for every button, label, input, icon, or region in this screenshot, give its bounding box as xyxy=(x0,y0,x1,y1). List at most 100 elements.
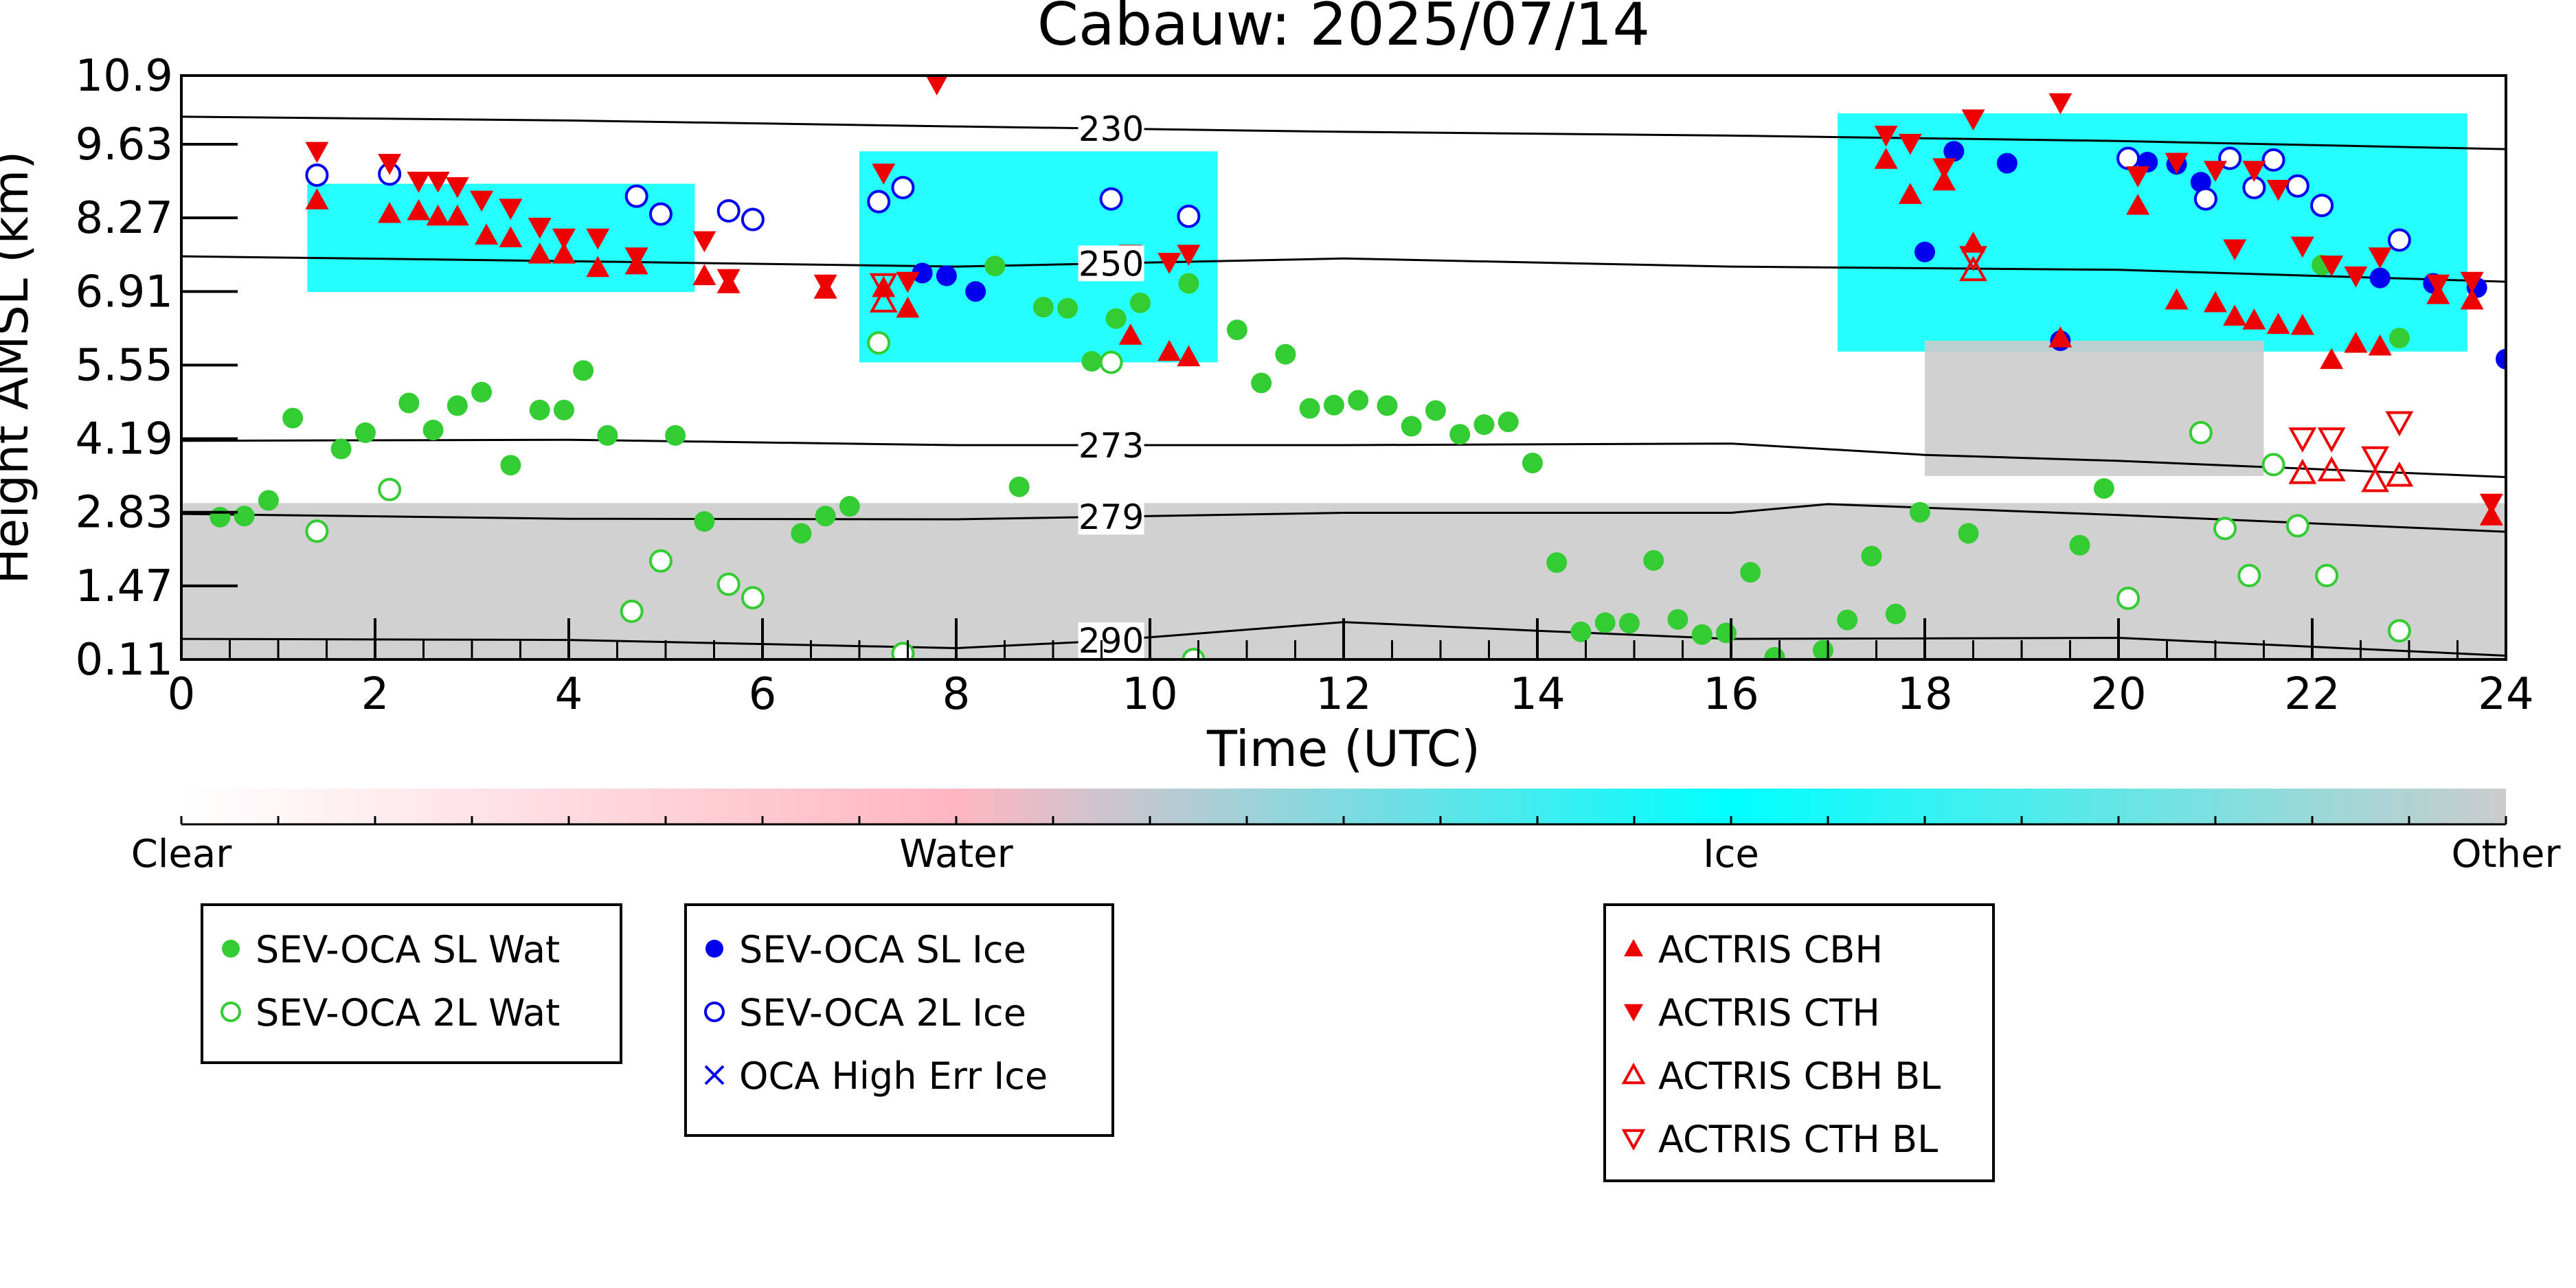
isotherm-label-250: 250 xyxy=(1078,244,1144,284)
data-point-sev-oca-sl-ice xyxy=(965,281,986,302)
x-tick-label: 12 xyxy=(1315,669,1371,720)
data-point-sev-oca-sl-wat xyxy=(791,523,812,544)
legend-marker-sev-oca-2l-wat xyxy=(221,1002,241,1022)
data-point-sev-oca-2l-wat xyxy=(620,599,644,623)
data-point-sev-oca-2l-ice xyxy=(2261,148,2285,172)
colorbar-label-clear: Clear xyxy=(131,832,232,877)
y-tick-label: 2.83 xyxy=(76,488,174,539)
data-point-sev-oca-2l-ice xyxy=(867,190,891,214)
colorbar-ticks xyxy=(180,816,2507,824)
x-tick-label: 14 xyxy=(1509,669,1565,720)
data-point-actris-cbh xyxy=(1177,345,1201,367)
data-point-sev-oca-2l-wat xyxy=(1099,350,1123,374)
data-point-actris-cth xyxy=(2368,247,2392,269)
data-point-actris-cth xyxy=(2126,166,2150,188)
data-point-actris-cbh xyxy=(2223,304,2247,326)
data-point-actris-cth xyxy=(925,76,948,95)
data-point-sev-oca-sl-wat xyxy=(1275,343,1296,365)
data-point-actris-cth xyxy=(872,163,896,185)
data-point-sev-oca-sl-wat xyxy=(1691,624,1713,645)
data-point-actris-cbh xyxy=(2344,331,2368,353)
x-axis-label: Time (UTC) xyxy=(1206,720,1480,778)
data-point-actris-cth xyxy=(586,228,610,250)
legend-box-2: SEV-OCA SL Ice SEV-OCA 2L Ice OCA High Err… xyxy=(684,903,1114,1137)
data-point-sev-oca-sl-wat xyxy=(234,506,255,527)
data-point-sev-oca-2l-ice xyxy=(648,202,673,226)
y-axis: 0.11 1.47 2.83 4.19 5.55 6.91 8.27 9.63 10.9 xyxy=(76,51,238,686)
data-point-actris-cbh xyxy=(1932,169,1956,191)
data-point-actris-cth xyxy=(445,177,469,199)
data-point-sev-oca-sl-wat xyxy=(1226,319,1247,341)
data-point-sev-oca-sl-wat xyxy=(1105,308,1127,329)
chart-title: Cabauw: 2025/07/14 xyxy=(1037,0,1650,59)
data-point-actris-cbh xyxy=(872,275,896,297)
data-point-sev-oca-sl-wat xyxy=(1740,562,1761,583)
data-point-actris-cbh xyxy=(426,204,450,226)
data-point-actris-cth xyxy=(1177,245,1201,266)
y-tick-label: 0.11 xyxy=(76,635,174,686)
isotherm-line-230 xyxy=(181,115,2506,150)
legends: SEV-OCA SL Wat SEV-OCA 2L Wat SEV-OCA SL I… xyxy=(201,903,1995,1182)
data-point-sev-oca-2l-wat xyxy=(305,519,329,543)
data-point-actris-cth xyxy=(1874,126,1898,147)
legend-label-actris-cth-bl: ACTRIS CTH BL xyxy=(1658,1118,1938,1161)
classification-region-ice-3 xyxy=(1838,113,2467,352)
data-point-sev-oca-2l-wat xyxy=(648,549,673,573)
data-point-sev-oca-2l-ice xyxy=(891,176,915,200)
data-point-actris-cth xyxy=(1898,133,1922,155)
data-point-actris-cbh xyxy=(305,188,329,210)
y-tick-label: 5.55 xyxy=(76,340,174,391)
data-point-sev-oca-sl-wat xyxy=(1618,613,1640,634)
legend-frame xyxy=(201,903,622,1064)
legend-label-actris-cbh: ACTRIS CBH xyxy=(1658,928,1883,971)
data-point-sev-oca-sl-ice xyxy=(1996,152,2018,174)
data-point-sev-oca-sl-wat xyxy=(210,506,231,528)
data-point-sev-oca-sl-wat xyxy=(1643,550,1664,571)
data-point-actris-cth xyxy=(552,228,576,250)
colorbar-label-ice: Ice xyxy=(1703,832,1759,877)
data-point-actris-cth xyxy=(2460,271,2484,293)
series-sev-oca-2l-wat xyxy=(305,331,2411,659)
data-point-actris-cth xyxy=(305,142,329,163)
data-point-sev-oca-sl-wat xyxy=(1323,394,1344,416)
data-point-actris-cth xyxy=(896,271,920,293)
data-point-sev-oca-sl-wat xyxy=(1498,411,1519,433)
data-point-sev-oca-sl-ice xyxy=(2496,348,2506,370)
data-point-actris-cbh xyxy=(499,226,523,247)
data-point-sev-oca-sl-wat xyxy=(1958,523,1979,544)
data-point-actris-cth xyxy=(2320,256,2344,277)
data-point-actris-cbh xyxy=(1898,183,1922,204)
data-point-sev-oca-sl-wat xyxy=(694,511,715,532)
classification-background xyxy=(181,113,2506,659)
data-point-actris-cth xyxy=(2266,179,2290,201)
legend-label-oca-high-err-ice: OCA High Err Ice xyxy=(739,1054,1048,1098)
data-point-actris-cbh xyxy=(378,201,402,223)
data-point-actris-cbh xyxy=(692,264,716,286)
data-point-actris-cth xyxy=(2223,239,2247,261)
isotherm-label-bg xyxy=(1078,245,1144,282)
isotherm-label-279: 279 xyxy=(1078,497,1144,537)
y-tick-label: 1.47 xyxy=(76,561,174,612)
data-point-actris-cth-bl xyxy=(2288,427,2317,453)
data-point-actris-cbh xyxy=(2204,291,2227,313)
data-point-actris-cth xyxy=(1961,109,1985,131)
legend-label-sev-oca-sl-ice: SEV-OCA SL Ice xyxy=(739,928,1026,971)
data-point-actris-cbh xyxy=(2165,288,2189,310)
data-point-actris-cbh xyxy=(1118,324,1142,345)
data-point-sev-oca-2l-wat xyxy=(2387,619,2411,643)
legend-frame xyxy=(684,903,1114,1137)
data-point-actris-cbh xyxy=(552,242,576,264)
data-point-sev-oca-2l-ice xyxy=(2193,187,2217,211)
data-point-sev-oca-sl-ice xyxy=(2369,267,2391,289)
data-point-sev-oca-sl-ice xyxy=(912,262,933,284)
data-point-sev-oca-sl-wat xyxy=(1861,545,1882,567)
isotherm-labels: 230 250 273 279 290 xyxy=(1078,109,1144,661)
plot-area xyxy=(181,76,2506,659)
data-point-sev-oca-sl-wat xyxy=(553,399,574,420)
data-point-actris-cbh-bl xyxy=(2317,455,2346,482)
data-point-actris-cbh xyxy=(2242,308,2266,330)
isotherm-label-bg xyxy=(1078,427,1144,464)
x-tick-label: 22 xyxy=(2284,669,2340,720)
series-sev-oca-2l-ice xyxy=(305,146,2411,252)
data-point-sev-oca-2l-ice xyxy=(716,199,741,223)
